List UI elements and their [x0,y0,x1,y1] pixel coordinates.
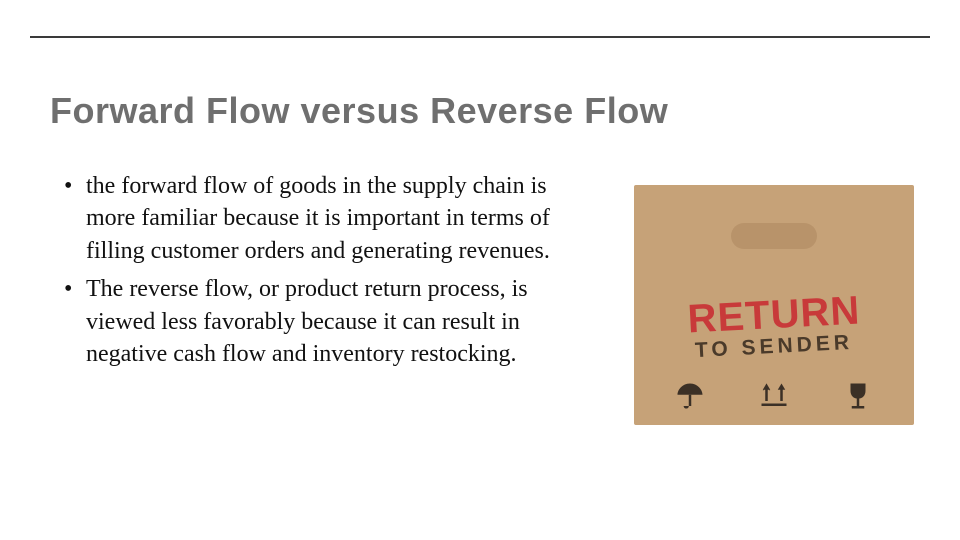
bullet-list: the forward flow of goods in the supply … [60,170,580,370]
this-way-up-icon [757,379,791,413]
header-rule [30,36,930,38]
slide-title: Forward Flow versus Reverse Flow [50,90,668,132]
content-area: the forward flow of goods in the supply … [60,170,580,376]
umbrella-icon [673,379,707,413]
box-handle-slot [731,223,817,249]
bullet-item: the forward flow of goods in the supply … [60,170,580,267]
shipping-symbols [634,379,914,413]
return-box-graphic: RETURN TO SENDER [624,185,924,425]
cardboard-box: RETURN TO SENDER [634,185,914,425]
bullet-item: The reverse flow, or product return proc… [60,273,580,370]
fragile-icon [841,379,875,413]
